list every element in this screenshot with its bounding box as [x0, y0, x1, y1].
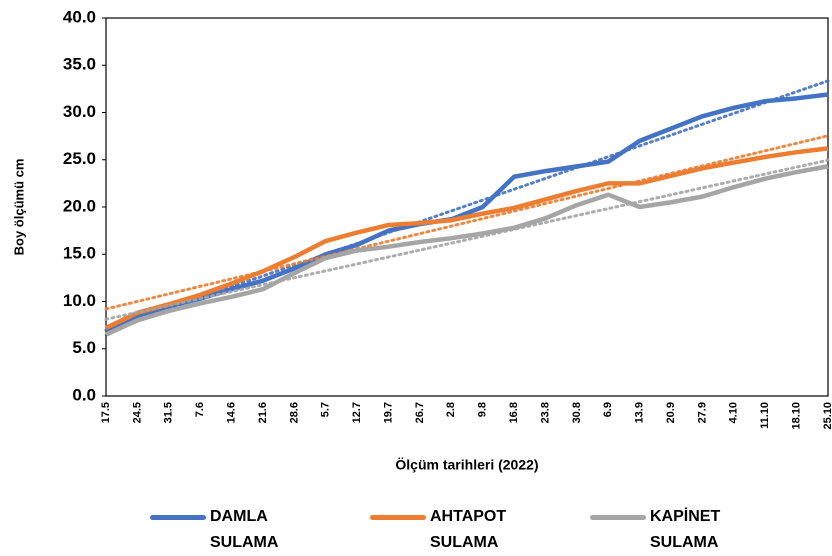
trendline	[104, 158, 830, 321]
x-tick-label: 24.5	[131, 402, 143, 423]
x-tick-label: 30.8	[571, 402, 583, 423]
legend-label: DAMLA SULAMA	[210, 508, 279, 551]
y-tick-label: 40.0	[63, 7, 96, 26]
x-tick-label: 7.6	[194, 402, 206, 417]
series-line	[105, 164, 829, 337]
x-tick-label: 25.10	[822, 402, 832, 430]
series-line	[105, 92, 829, 332]
x-tick-label: 27.9	[696, 402, 708, 423]
x-tick-label: 18.10	[791, 402, 803, 430]
x-tick-label: 2.8	[445, 402, 457, 417]
x-tick-label: 21.6	[257, 402, 269, 423]
x-tick-label: 4.10	[728, 402, 740, 423]
y-tick-label: 5.0	[72, 338, 96, 357]
series-line	[105, 146, 829, 330]
legend-item: KAPİNET SULAMA	[590, 504, 742, 556]
y-tick-label: 15.0	[63, 244, 96, 263]
x-tick-label: 16.8	[508, 402, 520, 423]
y-tick-label: 20.0	[63, 196, 96, 215]
legend-item: DAMLA SULAMA	[150, 504, 302, 556]
x-tick-label: 31.5	[163, 402, 175, 423]
y-tick-label: 10.0	[63, 291, 96, 310]
x-tick-label: 5.7	[320, 402, 332, 417]
x-tick-label: 23.8	[539, 402, 551, 423]
legend: DAMLA SULAMA AHTAPOT SULAMA KAPİNET SULAMA	[0, 504, 832, 556]
y-axis-label: Boy ölçümü cm	[11, 159, 26, 256]
x-tick-label: 20.9	[665, 402, 677, 423]
legend-swatch	[590, 515, 646, 520]
y-tick-label: 30.0	[63, 102, 96, 121]
x-tick-label: 11.10	[759, 402, 771, 429]
plot-frame	[105, 17, 829, 397]
x-tick-label: 26.7	[414, 402, 426, 423]
legend-swatch	[370, 515, 426, 520]
legend-swatch	[150, 515, 206, 520]
x-tick-label: 19.7	[382, 402, 394, 423]
trendline	[104, 134, 830, 311]
x-tick-label: 14.6	[225, 402, 237, 423]
y-tick-label: 0.0	[72, 385, 96, 404]
x-tick-label: 9.8	[477, 402, 489, 417]
legend-item: AHTAPOT SULAMA	[370, 504, 522, 556]
x-tick-label: 28.6	[288, 402, 300, 423]
x-tick-label: 6.9	[602, 402, 614, 417]
y-tick-label: 35.0	[63, 55, 96, 74]
x-tick-label: 13.9	[634, 402, 646, 423]
legend-label: AHTAPOT SULAMA	[430, 508, 507, 551]
y-tick-label: 25.0	[63, 149, 96, 168]
legend-label: KAPİNET SULAMA	[650, 508, 721, 551]
x-tick-label: 17.5	[100, 402, 112, 423]
x-tick-label: 12.7	[351, 402, 363, 423]
chart: Boy ölçümü cm Ölçüm tarihleri (2022) 0.0…	[11, 7, 832, 473]
x-axis-label: Ölçüm tarihleri (2022)	[395, 457, 538, 473]
